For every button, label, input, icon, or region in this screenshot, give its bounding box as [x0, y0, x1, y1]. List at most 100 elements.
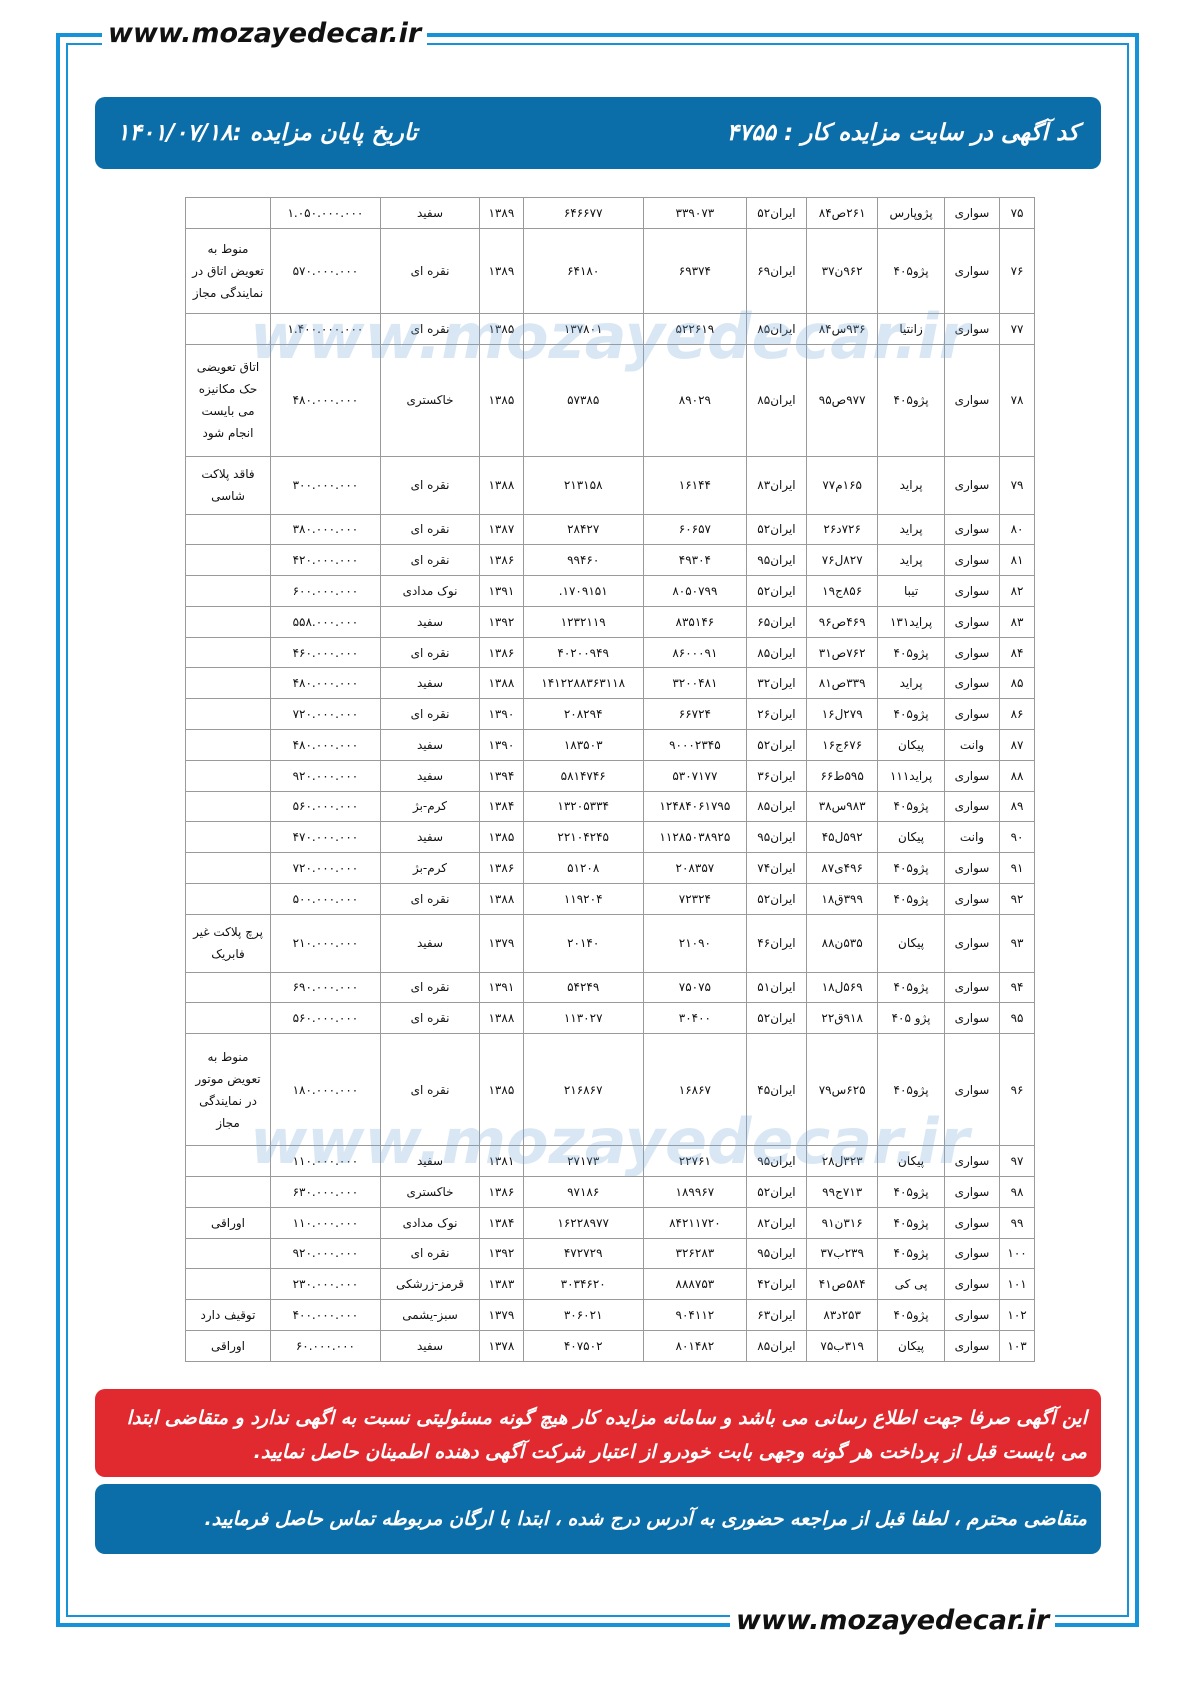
table-row: ۹۴ سواری پژو۴۰۵ ۵۶۹ل۱۸ ایران۵۱ ۷۵۰۷۵ ۵۴۲۴۹ ۱۳۹۱… — [185, 971, 1035, 1004]
row-number: ۸۹ — [999, 790, 1035, 823]
note — [185, 821, 271, 854]
note — [185, 1002, 271, 1035]
note — [185, 759, 271, 792]
note: اوراقی — [185, 1329, 271, 1363]
price: ۱.۰۵۰.۰۰۰.۰۰۰ — [270, 197, 381, 229]
plate-region: ایران۴۶ — [745, 913, 807, 973]
chassis-number: ۵۲۲۶۱۹ — [642, 312, 747, 345]
plate-region: ایران۷۴ — [745, 852, 807, 884]
row-number: ۸۳ — [999, 605, 1035, 638]
color: نقره ای — [379, 698, 481, 730]
table-row: ۸۹ سواری پژو۴۰۵ ۹۸۳س۳۸ ایران۸۵ ۱۲۴۸۴۰۶۱۷۹۵ ۱۳۲… — [185, 790, 1035, 823]
plate: ۸۲۷ل۷۶ — [805, 544, 879, 577]
plate-region: ایران۶۹ — [745, 227, 807, 314]
row-number: ۸۸ — [999, 759, 1035, 792]
vehicle-type: سواری — [943, 852, 1001, 884]
vehicle-type: سواری — [943, 790, 1001, 823]
price: ۵۶۰.۰۰۰.۰۰۰ — [270, 790, 381, 823]
table-row: ۹۰ وانت پیکان ۵۹۲ل۴۵ ایران۹۵ ۱۱۲۸۵۰۳۸۹۲۵ ۲۲۱۰۴… — [185, 821, 1035, 854]
plate: ۸۵۶ج۱۹ — [805, 575, 879, 607]
note: فاقد پلاکت شاسی — [185, 455, 271, 515]
note: توقیف دارد — [185, 1299, 271, 1331]
year: ۱۳۸۶ — [479, 636, 524, 669]
engine-number: ۴۷۲۷۲۹ — [522, 1237, 644, 1270]
color: نوک مدادی — [379, 1206, 481, 1239]
model: پیکان — [877, 913, 945, 973]
row-number: ۷۹ — [999, 455, 1035, 515]
chassis-number: ۱۶۱۴۴ — [642, 455, 747, 515]
row-number: ۷۵ — [999, 197, 1035, 229]
color: کرم-بژ — [379, 852, 481, 884]
engine-number: ۲۱۶۸۶۷ — [522, 1033, 644, 1147]
price: ۲۱۰.۰۰۰.۰۰۰ — [270, 913, 381, 973]
vehicle-type: سواری — [943, 1033, 1001, 1147]
model: پژوپارس — [877, 197, 945, 229]
year: ۱۳۷۸ — [479, 1329, 524, 1363]
plate-region: ایران۵۱ — [745, 971, 807, 1004]
year: ۱۳۷۹ — [479, 913, 524, 973]
plate: ۵۳۵ن۸۸ — [805, 913, 879, 973]
chassis-number: ۲۰۸۳۵۷ — [642, 852, 747, 884]
table-row: ۸۲ سواری تیبا ۸۵۶ج۱۹ ایران۵۲ ۸۰۵۰۷۹۹ ۱۷۰۹۱۵۱. ۱… — [185, 575, 1035, 607]
vehicle-type: سواری — [943, 971, 1001, 1004]
price: ۷۲۰.۰۰۰.۰۰۰ — [270, 852, 381, 884]
price: ۹۲۰.۰۰۰.۰۰۰ — [270, 759, 381, 792]
note: منوط به تعویض موتور در نمایندگی مجاز — [185, 1033, 271, 1147]
row-number: ۱۰۱ — [999, 1268, 1035, 1301]
chassis-number: ۶۰۶۵۷ — [642, 513, 747, 546]
engine-number: ۱۱۹۲۰۴ — [522, 882, 644, 915]
note — [185, 698, 271, 730]
model: پراید — [877, 513, 945, 546]
engine-number: ۲۱۳۱۵۸ — [522, 455, 644, 515]
row-number: ۸۷ — [999, 728, 1035, 761]
plate-region: ایران۸۵ — [745, 636, 807, 669]
plate-region: ایران۵۲ — [745, 1175, 807, 1208]
color: کرم-بژ — [379, 790, 481, 823]
plate-region: ایران۸۵ — [745, 1329, 807, 1363]
engine-number: ۲۲۱۰۴۲۴۵ — [522, 821, 644, 854]
vehicle-type: سواری — [943, 1299, 1001, 1331]
price: ۱۱۰.۰۰۰.۰۰۰ — [270, 1145, 381, 1177]
model: پژو۴۰۵ — [877, 698, 945, 730]
model: پراید — [877, 455, 945, 515]
year: ۱۳۹۲ — [479, 605, 524, 638]
model: پراید — [877, 544, 945, 577]
row-number: ۸۱ — [999, 544, 1035, 577]
model: پژو۴۰۵ — [877, 636, 945, 669]
model: پژو۴۰۵ — [877, 1033, 945, 1147]
year: ۱۳۸۸ — [479, 455, 524, 515]
model: پیکان — [877, 728, 945, 761]
vehicle-type: سواری — [943, 227, 1001, 314]
vehicle-type: سواری — [943, 759, 1001, 792]
color: خاکستری — [379, 1175, 481, 1208]
year: ۱۳۸۵ — [479, 343, 524, 457]
table-row: ۷۷ سواری زانتیا ۹۳۶س۸۴ ایران۸۵ ۵۲۲۶۱۹ ۱۳۷۸۰۱ ۱۳… — [185, 312, 1035, 345]
color: سفید — [379, 913, 481, 973]
row-number: ۹۸ — [999, 1175, 1035, 1208]
year: ۱۳۸۶ — [479, 852, 524, 884]
engine-number: ۹۷۱۸۶ — [522, 1175, 644, 1208]
note: منوط به تعویض اتاق در نمایندگی مجاز — [185, 227, 271, 314]
vehicle-type: سواری — [943, 667, 1001, 700]
note — [185, 1145, 271, 1177]
engine-number: ۱۳۲۰۵۳۳۴ — [522, 790, 644, 823]
color: نقره ای — [379, 1033, 481, 1147]
note — [185, 197, 271, 229]
note — [185, 852, 271, 884]
color: قرمز-زرشکی — [379, 1268, 481, 1301]
color: نقره ای — [379, 971, 481, 1004]
table-row: ۹۱ سواری پژو۴۰۵ ۴۹۶ی۸۷ ایران۷۴ ۲۰۸۳۵۷ ۵۱۲۰۸ ۱۳۸… — [185, 852, 1035, 884]
price: ۶۰.۰۰۰.۰۰۰ — [270, 1329, 381, 1363]
price: ۱۱۰.۰۰۰.۰۰۰ — [270, 1206, 381, 1239]
row-number: ۸۴ — [999, 636, 1035, 669]
chassis-number: ۱۱۲۸۵۰۳۸۹۲۵ — [642, 821, 747, 854]
plate-region: ایران۸۵ — [745, 312, 807, 345]
model: پژو۴۰۵ — [877, 1175, 945, 1208]
color: سفید — [379, 728, 481, 761]
table-row: ۸۳ سواری پراید۱۳۱ ۴۶۹ص۹۶ ایران۶۵ ۸۳۵۱۴۶ ۱۲۳۲۱۱… — [185, 605, 1035, 638]
table-row: ۹۹ سواری پژو۴۰۵ ۳۱۶ن۹۱ ایران۸۲ ۸۴۲۱۱۷۲۰ ۱۶۲۲۸۹… — [185, 1206, 1035, 1239]
model: پژو۴۰۵ — [877, 882, 945, 915]
note — [185, 312, 271, 345]
plate: ۴۶۹ص۹۶ — [805, 605, 879, 638]
plate-region: ایران۳۶ — [745, 759, 807, 792]
